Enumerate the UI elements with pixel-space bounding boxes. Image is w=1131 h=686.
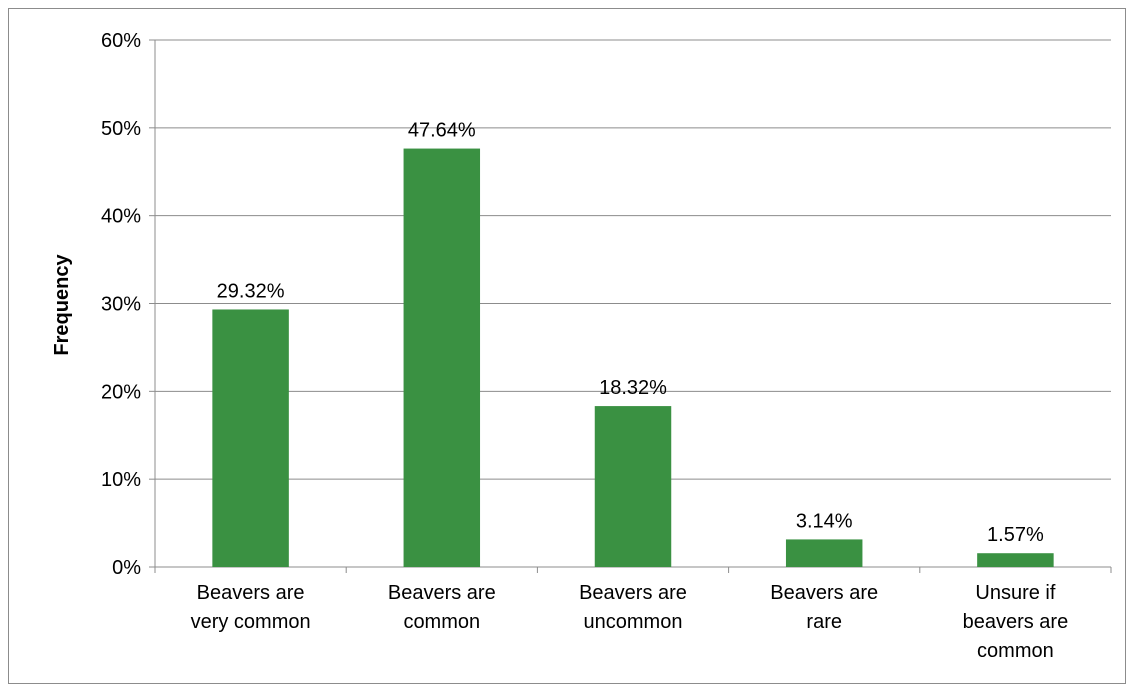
bar	[785, 539, 863, 567]
data-label: 29.32%	[217, 280, 285, 302]
bar	[977, 553, 1054, 567]
x-category-label-line: Beavers are	[579, 582, 687, 604]
bar	[403, 148, 481, 567]
x-category-label-line: Beavers are	[197, 582, 305, 604]
x-category-label: Unsure if beavers are common	[963, 582, 1069, 662]
x-category-label-line: common	[403, 611, 480, 633]
y-tick-label: 10%	[101, 469, 141, 491]
x-category-label: Beavers are common	[388, 582, 496, 633]
y-tick-label: 50%	[101, 118, 141, 140]
x-category-label-line: common	[977, 640, 1054, 662]
bars	[212, 148, 1054, 567]
chart-frame	[8, 8, 1126, 684]
x-category-label-line: rare	[806, 611, 842, 633]
x-category-label: Beavers are uncommon	[579, 582, 687, 633]
tick-labels: 0% 10% 20% 30% 40% 50% 60% Beavers are very comm…	[101, 30, 1068, 662]
y-tick-label: 20%	[101, 381, 141, 403]
data-labels: 29.32% 47.64% 18.32% 3.14% 1.57%	[217, 120, 1044, 547]
x-category-label-line: Beavers are	[770, 582, 878, 604]
y-tick-label: 40%	[101, 206, 141, 228]
x-category-label-line: Unsure if	[975, 582, 1055, 604]
gridlines	[155, 39, 1111, 480]
x-category-label-line: beavers are	[963, 611, 1069, 633]
x-category-label-line: uncommon	[584, 611, 683, 633]
y-tick-label: 0%	[112, 557, 141, 579]
x-category-label-line: Beavers are	[388, 582, 496, 604]
x-category-label: Beavers are rare	[770, 582, 878, 633]
data-label: 3.14%	[796, 510, 853, 532]
x-category-label-line: very common	[191, 611, 311, 633]
y-axis-title: Frequency	[51, 254, 73, 356]
data-label: 1.57%	[987, 524, 1044, 546]
y-tick-label: 60%	[101, 30, 141, 52]
bar	[212, 309, 289, 567]
data-label: 18.32%	[599, 377, 667, 399]
y-tick-label: 30%	[101, 294, 141, 316]
x-category-label: Beavers are very common	[191, 582, 311, 633]
bar	[594, 406, 672, 567]
data-label: 47.64%	[408, 120, 476, 142]
